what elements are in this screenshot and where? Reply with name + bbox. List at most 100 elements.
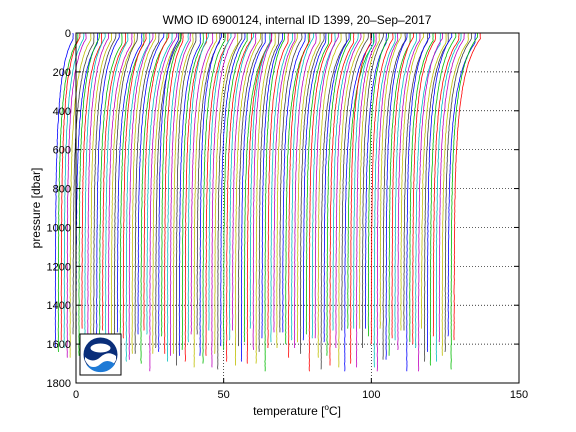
temperature-profile (364, 32, 387, 329)
temperature-profile (164, 32, 184, 354)
temperature-profile (202, 33, 226, 364)
temperature-profile (122, 32, 147, 339)
temperature-profile (211, 32, 236, 368)
temperature-profile (432, 32, 460, 337)
temperature-profile (423, 32, 449, 362)
temperature-profile (134, 33, 160, 354)
temperature-profile (175, 33, 197, 366)
temperature-profile (415, 32, 441, 349)
temperature-profile (332, 32, 359, 331)
y-tick-label: 1200 (47, 261, 71, 273)
temperature-profile (231, 32, 257, 331)
temperature-profile (102, 32, 126, 331)
temperature-profile (276, 33, 298, 348)
temperature-profile (361, 32, 384, 349)
temperature-profile (246, 33, 273, 364)
temperature-profile (99, 33, 123, 337)
temperature-profile (285, 32, 309, 345)
temperature-profile (335, 32, 362, 349)
temperature-profile (418, 33, 443, 372)
temperature-profile (252, 33, 273, 350)
temperature-profile (291, 32, 315, 341)
y-tick-label: 1400 (47, 300, 71, 312)
temperature-profile (391, 32, 415, 339)
temperature-profile (350, 32, 372, 364)
temperature-profile (143, 32, 170, 331)
temperature-profile (326, 32, 352, 356)
y-tick-label: 400 (53, 106, 71, 118)
temperature-profile (249, 32, 271, 329)
temperature-profile (302, 32, 327, 341)
plot-area: 0 50 100 150 0 200 400 600 800 1000 1200 1400 1600 1… (47, 28, 529, 401)
y-tick-label: 0 (65, 28, 71, 40)
temperature-profile (234, 33, 262, 366)
temperature-profile (409, 32, 434, 343)
temperature-profile (305, 32, 330, 335)
temperature-profile (273, 32, 296, 333)
x-tick-label: 0 (73, 389, 79, 401)
temperature-profile (311, 32, 336, 339)
temperature-profile (240, 32, 266, 362)
temperature-profile (84, 32, 106, 356)
temperature-profile (261, 33, 283, 339)
y-tick-label: 1800 (47, 378, 71, 390)
noaa-logo (79, 333, 122, 376)
y-tick-label: 800 (53, 184, 71, 196)
temperature-profile (382, 32, 406, 360)
temperature-profile (110, 32, 135, 366)
temperature-profile (125, 32, 151, 362)
temperature-profile (353, 33, 374, 329)
temperature-profile (214, 32, 239, 354)
temperature-profile (317, 32, 342, 358)
temperature-profile (444, 32, 473, 352)
temperature-profile (450, 32, 479, 370)
temperature-profile (376, 32, 399, 372)
temperature-profile (169, 32, 191, 356)
temperature-profile (229, 33, 254, 341)
y-axis: 0 200 400 600 800 1000 1200 1400 1600 1800 (47, 28, 519, 390)
temperature-profile (237, 32, 263, 347)
temperature-profile (282, 32, 306, 333)
temperature-profile (152, 32, 180, 354)
temperature-profile (93, 32, 117, 372)
temperature-profile (397, 33, 421, 350)
temperature-profile (131, 32, 157, 354)
x-tick-label: 50 (218, 389, 230, 401)
temperature-profile (435, 32, 462, 362)
temperature-profile (78, 33, 100, 356)
temperature-profile (81, 32, 103, 329)
x-axis-label-degree: o (324, 403, 329, 412)
temperature-profile (367, 33, 389, 337)
temperature-profile (421, 32, 447, 329)
temperature-profile (323, 33, 350, 343)
temperature-profile (426, 32, 453, 352)
x-axis-label: temperature [oC] (253, 403, 341, 418)
temperature-profile (243, 33, 271, 343)
temperature-profile (158, 32, 179, 352)
temperature-profile (187, 32, 209, 343)
temperature-profile (447, 32, 476, 337)
temperature-profile (205, 32, 229, 356)
temperature-profile (140, 32, 168, 364)
temperature-profile (220, 33, 246, 347)
x-axis-label-prefix: temperature [ (253, 404, 325, 418)
temperature-profile (429, 32, 457, 366)
temperature-profile (166, 32, 189, 362)
profiles (54, 32, 481, 372)
temperature-profile (270, 32, 293, 343)
temperature-profile (193, 32, 218, 368)
temperature-profile (155, 32, 182, 349)
temperature-profile (255, 33, 276, 364)
x-tick-label: 150 (510, 389, 528, 401)
temperature-profile (217, 33, 243, 370)
temperature-profile (394, 33, 418, 341)
temperature-profile (379, 32, 402, 329)
temperature-profile (60, 32, 81, 341)
temperature-profile (181, 32, 204, 350)
temperature-profile (113, 32, 138, 372)
temperature-profile (279, 32, 303, 333)
temperature-profile (412, 33, 436, 345)
temperature-profile (296, 32, 321, 343)
temperature-profile (178, 33, 201, 356)
